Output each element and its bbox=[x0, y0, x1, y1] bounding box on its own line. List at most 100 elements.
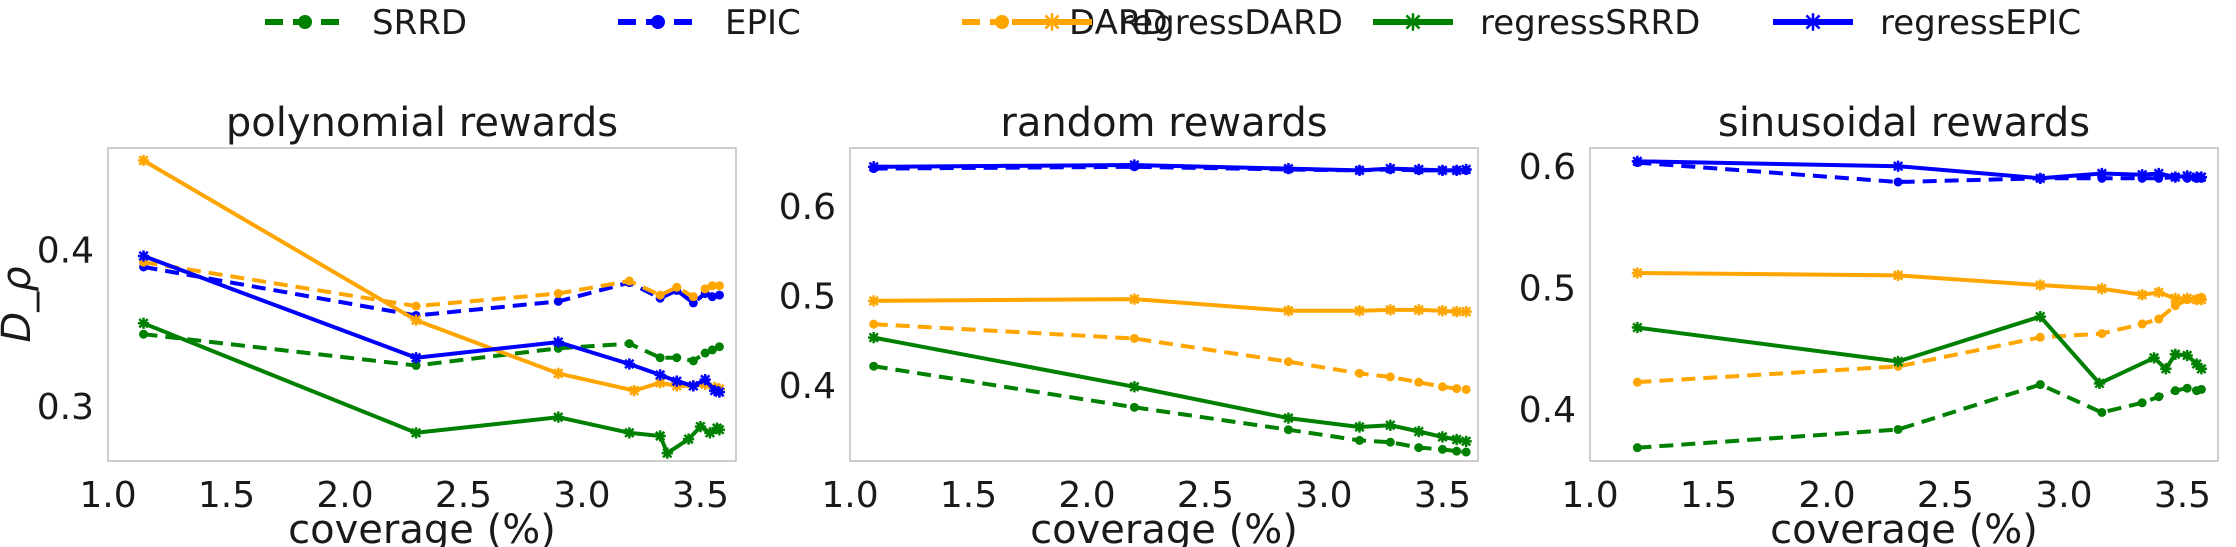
series-regresssrrd bbox=[137, 317, 726, 459]
point-dard bbox=[700, 284, 710, 294]
y-tick-label: 0.5 bbox=[779, 277, 836, 318]
point-regressepic bbox=[1128, 159, 1140, 171]
point-regresssrrd bbox=[1282, 412, 1295, 424]
point-regressdard bbox=[2096, 283, 2108, 295]
chart-title: random rewards bbox=[1000, 100, 1327, 146]
point-dard bbox=[2097, 329, 2107, 339]
point-regressepic bbox=[1436, 164, 1449, 176]
point-regressdard bbox=[137, 154, 150, 167]
point-regressdard bbox=[2181, 292, 2193, 305]
series-regressepic bbox=[868, 159, 1472, 176]
point-dard bbox=[1414, 377, 1424, 387]
x-axis-label: coverage (%) bbox=[1030, 507, 1298, 547]
point-regresssrrd bbox=[410, 427, 422, 439]
point-regressdard bbox=[868, 295, 880, 307]
point-dard bbox=[2035, 332, 2045, 342]
x-tick-label: 1.5 bbox=[1680, 475, 1737, 516]
point-regressepic bbox=[2195, 171, 2208, 183]
point-regressepic bbox=[2153, 167, 2165, 180]
chart-title: sinusoidal rewards bbox=[1718, 100, 2090, 146]
plot-frame bbox=[1589, 147, 2219, 462]
x-tick-label: 3.0 bbox=[1295, 475, 1352, 516]
point-regressepic bbox=[2096, 167, 2108, 180]
x-tick-label: 1.5 bbox=[940, 475, 997, 516]
point-regressepic bbox=[699, 373, 711, 386]
point-srrd bbox=[2097, 407, 2107, 417]
point-epic bbox=[1893, 177, 1903, 187]
point-regresssrrd bbox=[552, 411, 564, 423]
legend-marker-epic bbox=[651, 15, 665, 29]
point-srrd bbox=[1893, 424, 1903, 434]
legend-entry-srrd: SRRD bbox=[265, 3, 467, 43]
point-srrd bbox=[1437, 444, 1447, 454]
point-regressepic bbox=[2136, 169, 2148, 181]
series-regressepic bbox=[1631, 155, 2208, 184]
legend-entry-epic: EPIC bbox=[618, 3, 801, 43]
point-regressepic bbox=[2034, 172, 2046, 184]
point-regressdard bbox=[628, 384, 640, 397]
point-regressdard bbox=[654, 377, 666, 389]
x-tick-label: 3.5 bbox=[2154, 475, 2211, 516]
legend-marker-srrd bbox=[298, 15, 312, 29]
point-regressepic bbox=[687, 380, 699, 392]
point-regressepic bbox=[552, 336, 564, 348]
series-line-regressepic bbox=[1637, 159, 2202, 181]
point-dard bbox=[672, 282, 682, 292]
point-srrd bbox=[688, 356, 698, 366]
point-regresssrrd bbox=[2148, 352, 2160, 364]
point-regressdard bbox=[1282, 305, 1295, 317]
point-regresssrrd bbox=[1413, 425, 1425, 438]
point-dard bbox=[624, 276, 634, 286]
series-line-srrd bbox=[1637, 382, 2202, 450]
point-srrd bbox=[1385, 437, 1395, 447]
point-srrd bbox=[700, 348, 710, 358]
point-srrd bbox=[1414, 443, 1424, 453]
series-regressdard bbox=[868, 293, 1472, 318]
point-regresssrrd bbox=[2181, 349, 2193, 362]
legend-entry-regressdard: regressDARD bbox=[1012, 3, 1343, 43]
point-regressepic bbox=[137, 250, 150, 262]
point-regressdard bbox=[1436, 305, 1449, 317]
point-dard bbox=[1129, 333, 1139, 343]
y-axis-label: D_ρ bbox=[0, 266, 40, 342]
y-tick-label: 0.6 bbox=[779, 187, 836, 228]
point-regressdard bbox=[2153, 286, 2165, 298]
point-regressepic bbox=[1451, 164, 1463, 176]
point-dard bbox=[1283, 357, 1293, 367]
series-regresssrrd bbox=[868, 331, 1472, 447]
point-regressepic bbox=[1282, 162, 1295, 175]
y-tick-label: 0.5 bbox=[1519, 269, 1576, 310]
point-dard bbox=[411, 301, 421, 311]
point-regresssrrd bbox=[654, 430, 666, 442]
point-dard bbox=[1632, 377, 1642, 387]
point-dard bbox=[2170, 301, 2180, 311]
point-regressepic bbox=[654, 369, 666, 381]
point-srrd bbox=[672, 353, 682, 363]
x-tick-label: 2.5 bbox=[1917, 475, 1974, 516]
point-epic bbox=[553, 296, 563, 306]
point-srrd bbox=[1129, 402, 1139, 412]
point-regressepic bbox=[1384, 162, 1396, 175]
series-epic bbox=[139, 262, 724, 320]
series-srrd bbox=[1632, 380, 2206, 453]
x-tick-label: 2.0 bbox=[1058, 475, 1115, 516]
point-srrd bbox=[655, 353, 665, 363]
point-regressepic bbox=[713, 386, 726, 398]
y-tick-label: 0.3 bbox=[37, 387, 94, 428]
point-srrd bbox=[1461, 447, 1471, 457]
point-regressdard bbox=[2034, 279, 2046, 291]
panel-random-rewards: random rewards 1.0 1.5 2.0 2.5 3.0 3.5 0.4 0.5 0.… bbox=[779, 100, 1479, 547]
point-regresssrrd bbox=[704, 427, 716, 439]
x-tick-label: 3.0 bbox=[2035, 475, 2092, 516]
point-regressdard bbox=[2195, 294, 2208, 306]
point-regresssrrd bbox=[2195, 363, 2208, 375]
legend-label-epic: EPIC bbox=[725, 3, 801, 43]
plot-frame bbox=[107, 147, 737, 462]
x-tick-label: 1.0 bbox=[1561, 475, 1618, 516]
point-srrd bbox=[869, 361, 879, 371]
point-regressepic bbox=[1460, 163, 1472, 176]
point-srrd bbox=[2154, 392, 2164, 402]
y-tick-label: 0.4 bbox=[37, 231, 94, 272]
point-regressepic bbox=[1413, 163, 1425, 176]
series-line-srrd bbox=[873, 364, 1467, 455]
